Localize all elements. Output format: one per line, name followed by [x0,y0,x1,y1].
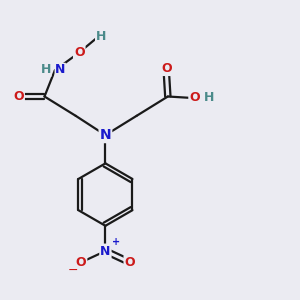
Text: H: H [41,63,51,76]
Text: +: + [112,236,120,247]
Text: O: O [189,92,200,104]
Text: N: N [55,63,65,76]
Text: O: O [13,90,24,103]
Text: O: O [161,62,172,75]
Text: N: N [100,244,111,258]
Text: O: O [124,256,135,269]
Text: H: H [95,30,106,43]
Text: O: O [74,46,85,59]
Text: −: − [68,264,78,277]
Text: N: N [100,128,111,142]
Text: O: O [76,256,86,269]
Text: H: H [204,91,214,104]
